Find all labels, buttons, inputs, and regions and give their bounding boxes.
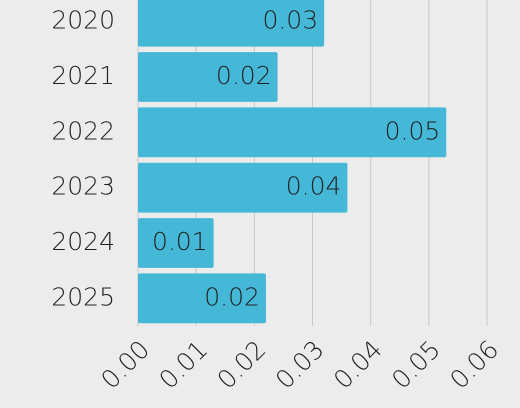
y-tick-label: 2025 xyxy=(51,282,115,311)
value-label: 0.02 xyxy=(216,61,272,90)
x-tick-label: 0.06 xyxy=(444,335,504,395)
bar xyxy=(138,52,278,102)
x-tick-label: 0.00 xyxy=(95,335,155,395)
x-tick-label: 0.04 xyxy=(328,335,388,395)
y-tick-label: 2020 xyxy=(51,6,115,35)
x-tick-label: 0.03 xyxy=(270,335,330,395)
y-tick-label: 2021 xyxy=(51,61,115,90)
value-label: 0.02 xyxy=(204,282,260,311)
x-tick-label: 0.02 xyxy=(212,335,272,395)
bar xyxy=(138,0,325,47)
bar xyxy=(138,107,447,158)
value-label: 0.03 xyxy=(262,6,318,35)
bar xyxy=(138,273,266,324)
bar xyxy=(138,162,348,213)
value-label: 0.01 xyxy=(152,227,208,256)
value-label: 0.05 xyxy=(385,116,441,145)
x-tick-label: 0.01 xyxy=(153,335,213,395)
y-tick-label: 2022 xyxy=(51,116,115,145)
y-tick-label: 2024 xyxy=(51,227,115,256)
bar xyxy=(138,218,214,268)
x-tick-label: 0.05 xyxy=(386,335,446,395)
y-tick-label: 2023 xyxy=(51,172,115,201)
value-label: 0.04 xyxy=(286,172,342,201)
